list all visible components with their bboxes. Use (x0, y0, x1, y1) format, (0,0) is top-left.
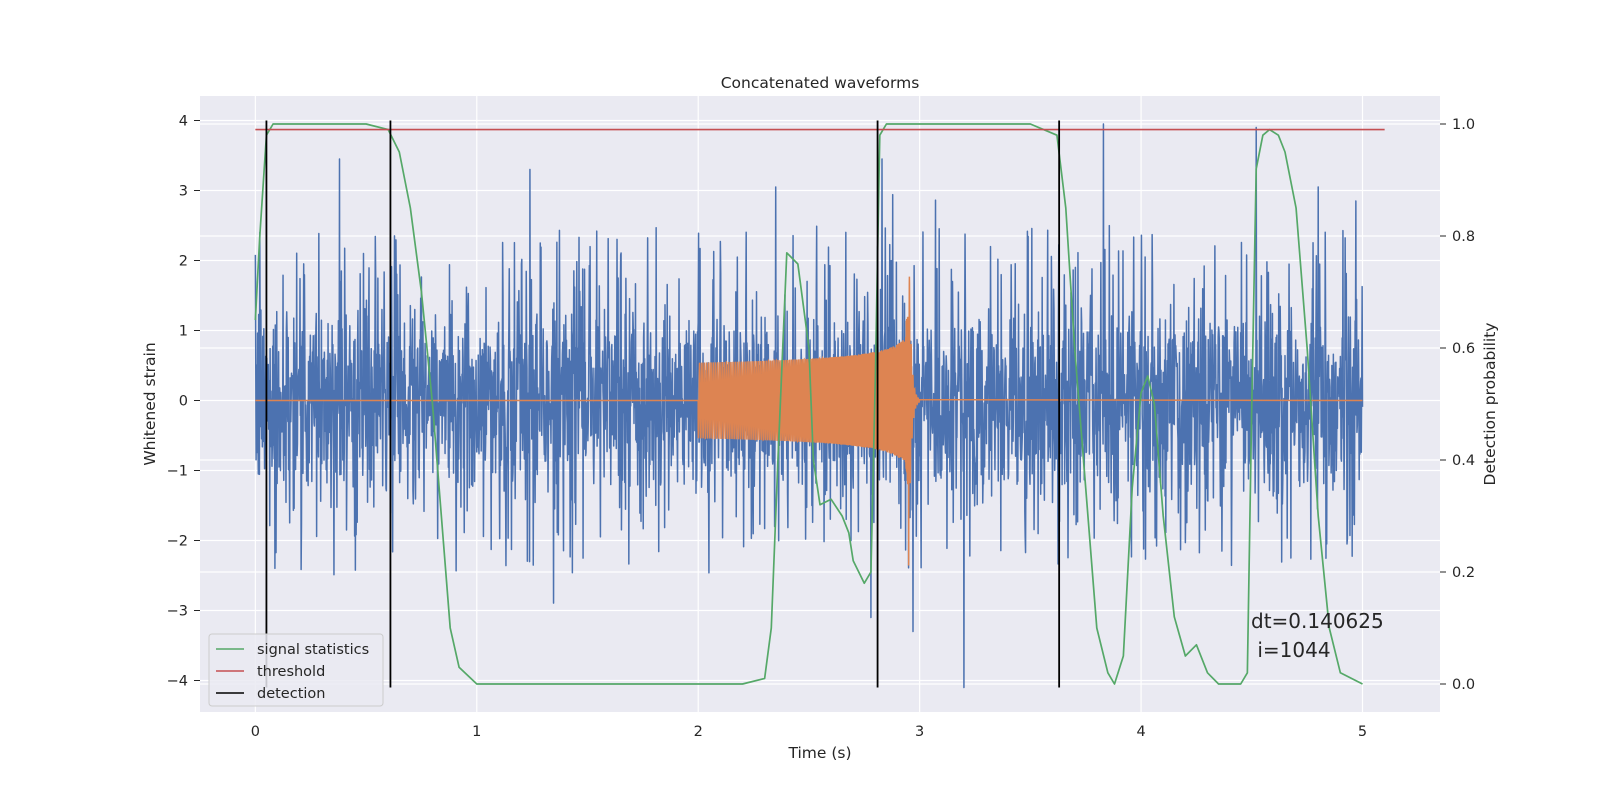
signal-statistics-line (254, 123, 1363, 685)
x-tick-label: 5 (1358, 724, 1367, 740)
x-axis-label: Time (s) (787, 744, 851, 762)
legend-label-threshold: threshold (257, 664, 325, 680)
y-tick-label: 3 (179, 184, 188, 200)
y-axis-ticks: −4 −3 −2 −1 0 1 2 3 4 (167, 114, 200, 690)
y2-tick-label: 1.0 (1452, 117, 1475, 133)
x-tick-label: 2 (694, 724, 703, 740)
x-axis-ticks: 0 1 2 3 4 5 (251, 724, 1367, 740)
y-tick-label: −4 (167, 674, 188, 690)
chart-title: Concatenated waveforms (721, 74, 920, 92)
y-tick-label: −2 (167, 534, 188, 550)
y2-tick-label: 0.6 (1452, 341, 1475, 357)
y-tick-label: −1 (167, 464, 188, 480)
y-tick-label: −3 (167, 604, 188, 620)
y-tick-label: 2 (179, 254, 188, 270)
y-tick-label: 1 (179, 324, 188, 340)
injection-series-line (255, 276, 1363, 566)
y-axis-label: Whitened strain (141, 342, 159, 465)
annotation-i: i=1044 (1251, 638, 1331, 662)
y2-tick-label: 0.4 (1452, 453, 1475, 469)
y-tick-label: 0 (179, 394, 188, 410)
x-tick-label: 3 (915, 724, 924, 740)
legend-label-detection: detection (257, 686, 325, 702)
annotation-dt: dt=0.140625 (1251, 609, 1384, 633)
legend-label-signal-statistics: signal statistics (257, 642, 369, 658)
y2-axis-ticks: 0.0 0.2 0.4 0.6 0.8 1.0 (1440, 117, 1475, 693)
y2-tick-label: 0.2 (1452, 565, 1475, 581)
plot-area (254, 120, 1385, 689)
y-tick-label: 4 (179, 114, 188, 130)
legend-frame (208, 633, 384, 707)
x-tick-label: 1 (472, 724, 481, 740)
y2-axis-label: Detection probability (1481, 323, 1499, 486)
y2-tick-label: 0.0 (1452, 677, 1475, 693)
y2-tick-label: 0.8 (1452, 229, 1475, 245)
legend: signal statistics threshold detection (208, 633, 384, 707)
x-tick-label: 4 (1136, 724, 1145, 740)
x-tick-label: 0 (251, 724, 260, 740)
